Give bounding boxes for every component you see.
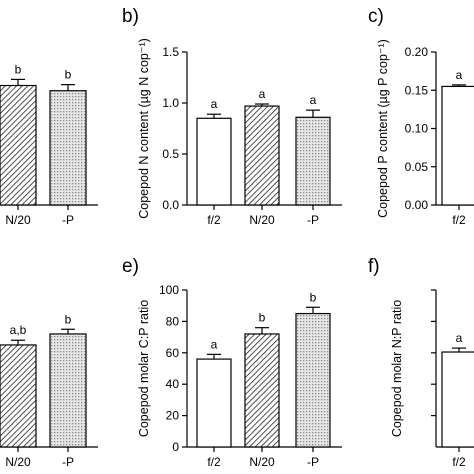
y-axis-title: Copepod molar N:P ratio (390, 300, 404, 437)
y-tick-label: 20 (166, 409, 180, 423)
bar--P (49, 333, 87, 448)
panel-6: f) Copepod molar N:P ratio a f/2 (368, 256, 474, 469)
y-axis-title: Copepod P content (µg P cop⁻¹) (376, 39, 390, 218)
panel-4: a,b N/20 b -P (0, 312, 98, 469)
y-tick-label: 40 (166, 377, 180, 391)
y-tick-label: 0.15 (405, 83, 429, 97)
bar-f/2 (196, 358, 232, 448)
y-tick-label: 0.00 (405, 198, 429, 212)
bar-f/2 (196, 117, 232, 206)
y-axis-title: Copepod N content (µg N cop⁻¹) (137, 38, 151, 219)
y-tick-label: 1.5 (162, 45, 179, 59)
x-tick-label: N/20 (5, 213, 31, 227)
bar-N/20 (0, 84, 37, 206)
significance-label: a (456, 331, 463, 345)
y-tick-label: 0 (172, 440, 179, 454)
significance-label: a (211, 337, 218, 351)
bar-f/2 (441, 351, 474, 448)
significance-label: b (65, 68, 72, 82)
panel-3: c) 0.00 0.05 0.10 0.15 0.20 Copepod P content … (368, 6, 474, 227)
x-tick-label: N/20 (5, 455, 31, 469)
y-tick-label: 0.10 (405, 122, 429, 136)
x-tick-label: N/20 (249, 213, 275, 227)
y-tick-label: 1.0 (162, 96, 179, 110)
significance-label: b (310, 290, 317, 304)
significance-label: a (211, 97, 218, 111)
x-tick-label: -P (307, 455, 319, 469)
y-tick-label: 0.20 (405, 45, 429, 59)
bar-N/20 (0, 344, 37, 448)
y-axis-title: Copepod molar C:P ratio (137, 300, 151, 437)
x-tick-label: f/2 (207, 455, 221, 469)
panel-letter: c) (368, 6, 384, 27)
y-tick-label: 80 (166, 314, 180, 328)
significance-label: a,b (10, 323, 27, 337)
x-tick-label: f/2 (207, 213, 221, 227)
y-tick-label: 0.0 (162, 198, 179, 212)
significance-label: b (65, 312, 72, 326)
panel-2: b) 0.0 0.5 1.0 1.5 Copepod N content (µg N co… (122, 6, 342, 227)
bar-N/20 (244, 105, 280, 206)
bar-f/2 (441, 85, 474, 206)
y-tick-label: 60 (166, 346, 180, 360)
x-tick-label: N/20 (249, 455, 275, 469)
y-tick-label: 100 (159, 283, 179, 297)
bar--P (295, 116, 331, 206)
y-tick-label: 0.5 (162, 147, 179, 161)
x-tick-label: f/2 (452, 213, 466, 227)
significance-label: a (456, 68, 463, 82)
panel-letter: e) (122, 256, 139, 277)
bar--P (295, 312, 331, 448)
panel-letter: f) (368, 256, 380, 277)
x-tick-label: -P (62, 455, 74, 469)
significance-label: a (310, 93, 317, 107)
panel-5: e) 0 20 40 60 80 100 Copepod molar C:P ratio a f/… (122, 256, 342, 469)
significance-label: a (259, 87, 266, 101)
significance-label: b (259, 311, 266, 325)
panel-1: b N/20 b -P (0, 62, 98, 227)
bar--P (49, 90, 87, 206)
x-tick-label: -P (307, 213, 319, 227)
panel-letter: b) (122, 6, 139, 27)
x-tick-label: -P (62, 213, 74, 227)
x-tick-label: f/2 (452, 455, 466, 469)
bar-N/20 (244, 333, 280, 448)
significance-label: b (15, 62, 22, 76)
y-tick-label: 0.05 (405, 160, 429, 174)
